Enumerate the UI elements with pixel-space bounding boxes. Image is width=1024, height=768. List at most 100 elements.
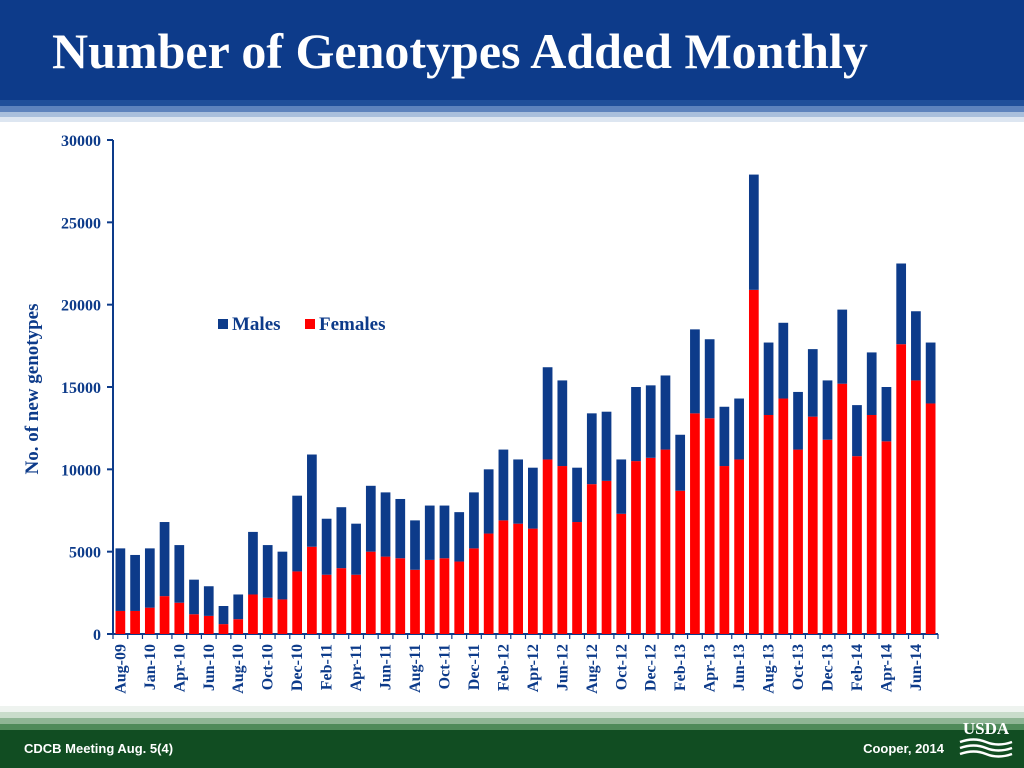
bar-females bbox=[498, 520, 509, 634]
bar-males bbox=[601, 411, 612, 481]
bar-males bbox=[144, 548, 155, 608]
bar-males bbox=[203, 586, 214, 616]
footer-stripe bbox=[0, 712, 1024, 718]
bar-females bbox=[380, 556, 391, 634]
x-tick-label: Oct-11 bbox=[436, 644, 453, 689]
x-tick-label: Aug-10 bbox=[230, 644, 247, 694]
header-stripe bbox=[0, 106, 1024, 112]
bar-females bbox=[704, 418, 715, 634]
bar-females bbox=[572, 522, 582, 634]
slide-header: Number of Genotypes Added Monthly bbox=[0, 0, 1024, 100]
bar-males bbox=[719, 406, 730, 467]
bar-males bbox=[852, 405, 862, 457]
bar-females bbox=[645, 457, 656, 634]
bar-males bbox=[218, 606, 229, 625]
bar-males bbox=[469, 492, 479, 549]
bar-females bbox=[837, 383, 848, 634]
bar-males bbox=[881, 387, 892, 442]
bar-males bbox=[675, 434, 686, 491]
bar-females bbox=[513, 523, 523, 634]
slide-footer: CDCB Meeting Aug. 5(4) Cooper, 2014 bbox=[0, 730, 1024, 768]
bar-males bbox=[925, 342, 936, 404]
bar-females bbox=[601, 480, 612, 634]
bar-males bbox=[807, 349, 818, 417]
bar-males bbox=[410, 520, 420, 570]
y-tick-label: 5000 bbox=[69, 545, 101, 562]
bar-females bbox=[410, 569, 420, 634]
y-tick-label: 25000 bbox=[61, 215, 101, 232]
bar-males bbox=[763, 342, 774, 415]
bar-females bbox=[454, 561, 465, 634]
header-stripe bbox=[0, 117, 1024, 122]
bar-females bbox=[218, 624, 229, 634]
bar-males bbox=[616, 459, 627, 514]
y-tick-label: 10000 bbox=[61, 462, 101, 479]
x-tick-label: Dec-12 bbox=[643, 644, 660, 691]
bar-males bbox=[866, 352, 877, 415]
x-tick-label: Jun-13 bbox=[731, 644, 748, 691]
bar-females bbox=[881, 441, 892, 634]
usda-logo-text: USDA bbox=[963, 719, 1010, 738]
bar-males bbox=[631, 387, 641, 462]
footer-stripe bbox=[0, 724, 1024, 730]
bar-females bbox=[365, 551, 376, 634]
bar-females bbox=[262, 597, 273, 634]
legend-swatch bbox=[218, 319, 228, 329]
bar-females bbox=[248, 594, 258, 634]
bar-females bbox=[807, 416, 818, 634]
bar-males bbox=[557, 380, 568, 467]
x-tick-label: Jun-14 bbox=[908, 644, 925, 691]
bar-females bbox=[115, 610, 126, 634]
bar-females bbox=[557, 466, 568, 634]
bar-males bbox=[174, 545, 185, 603]
bar-males bbox=[660, 375, 671, 450]
bar-males bbox=[189, 579, 199, 615]
legend-label: Females bbox=[319, 314, 385, 335]
bar-females bbox=[734, 459, 744, 634]
bar-females bbox=[395, 558, 406, 634]
bar-males bbox=[336, 507, 347, 569]
bar-females bbox=[424, 559, 435, 634]
x-tick-label: Dec-13 bbox=[820, 644, 837, 691]
footer-author-label: Cooper, 2014 bbox=[863, 741, 944, 756]
x-tick-label: Aug-13 bbox=[761, 644, 778, 694]
bar-females bbox=[822, 439, 833, 634]
header-stripe bbox=[0, 100, 1024, 106]
bar-males bbox=[454, 512, 465, 562]
bar-females bbox=[911, 380, 921, 634]
bar-males bbox=[778, 322, 789, 399]
y-tick-label: 15000 bbox=[61, 380, 101, 397]
bar-males bbox=[395, 498, 406, 559]
bar-males bbox=[292, 495, 303, 572]
bar-females bbox=[159, 596, 170, 634]
x-tick-label: Dec-11 bbox=[466, 644, 483, 690]
bar-females bbox=[336, 568, 347, 634]
bar-males bbox=[911, 311, 921, 381]
chart-legend: Males Females bbox=[218, 314, 385, 335]
bar-males bbox=[424, 505, 435, 560]
y-tick-label: 20000 bbox=[61, 298, 101, 315]
bar-males bbox=[115, 548, 126, 611]
bar-females bbox=[690, 413, 700, 634]
x-tick-label: Apr-12 bbox=[525, 644, 542, 692]
bar-females bbox=[174, 602, 185, 634]
x-tick-label: Apr-14 bbox=[878, 644, 895, 692]
bar-males bbox=[159, 522, 170, 597]
bar-males bbox=[542, 367, 553, 460]
bar-females bbox=[586, 484, 597, 634]
x-tick-label: Oct-10 bbox=[260, 644, 277, 690]
bar-females bbox=[483, 533, 494, 634]
bar-females bbox=[763, 414, 774, 634]
x-tick-label: Feb-12 bbox=[495, 644, 512, 691]
x-tick-label: Apr-13 bbox=[702, 644, 719, 692]
bar-females bbox=[925, 403, 936, 634]
bar-males bbox=[645, 385, 656, 458]
footer-meeting-label: CDCB Meeting Aug. 5(4) bbox=[24, 741, 174, 756]
bar-females bbox=[277, 599, 288, 634]
bar-males bbox=[380, 492, 391, 557]
legend-label: Males bbox=[232, 314, 281, 335]
x-tick-label: Apr-10 bbox=[171, 644, 188, 692]
bar-females bbox=[203, 615, 214, 634]
legend-swatch bbox=[305, 319, 315, 329]
bar-males bbox=[498, 449, 509, 521]
